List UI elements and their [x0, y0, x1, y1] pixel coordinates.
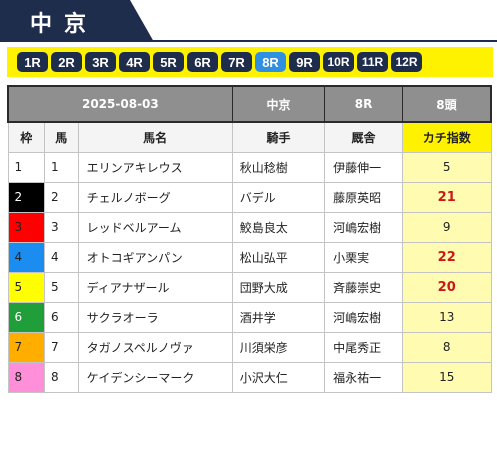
horse-number: 5	[44, 271, 79, 303]
race-button-5r[interactable]: 5R	[153, 52, 184, 72]
horse-number: 8	[44, 361, 79, 393]
race-button-3r[interactable]: 3R	[85, 52, 116, 72]
header-waku: 枠	[7, 121, 46, 153]
waku-cell: 1	[7, 151, 46, 183]
jockey-name: 秋山稔樹	[231, 151, 326, 183]
kachi-index: 22	[401, 241, 492, 273]
kachi-index: 5	[401, 151, 492, 183]
horse-name: エリンアキレウス	[77, 151, 233, 183]
kachi-index: 8	[401, 331, 492, 363]
race-venue: 中京	[231, 85, 326, 123]
horse-name: チェルノボーグ	[77, 181, 233, 213]
horse-name: サクラオーラ	[77, 301, 233, 333]
trainer-name: 斉藤崇史	[324, 271, 403, 303]
horse-number: 1	[44, 151, 79, 183]
waku-cell: 3	[7, 211, 46, 243]
waku-cell: 7	[7, 331, 46, 363]
waku-cell: 4	[7, 241, 46, 273]
venue-tab	[0, 0, 154, 42]
jockey-name: 川須栄彦	[231, 331, 326, 363]
horse-row: 7 7 タガノスペルノヴァ 川須栄彦 中尾秀正 8	[7, 331, 492, 363]
horse-row: 3 3 レッドベルアーム 鮫島良太 河嶋宏樹 9	[7, 211, 492, 243]
horse-number: 2	[44, 181, 79, 213]
horse-name: ディアナザール	[77, 271, 233, 303]
race-selector: 1R 2R 3R 4R 5R 6R 7R 8R 9R 10R 11R 12R	[7, 47, 493, 77]
jockey-name: 酒井学	[231, 301, 326, 333]
race-button-2r[interactable]: 2R	[51, 52, 82, 72]
kachi-index: 20	[401, 271, 492, 303]
kachi-index: 9	[401, 211, 492, 243]
trainer-name: 中尾秀正	[324, 331, 403, 363]
table-header-row: 枠 馬 馬名 騎手 厩舎 カチ指数	[7, 121, 492, 153]
horse-row: 1 1 エリンアキレウス 秋山稔樹 伊藤伸一 5	[7, 151, 492, 183]
kachi-index: 21	[401, 181, 492, 213]
jockey-name: 団野大成	[231, 271, 326, 303]
race-button-9r[interactable]: 9R	[289, 52, 320, 72]
trainer-name: 小栗実	[324, 241, 403, 273]
race-date: 2025-08-03	[6, 85, 233, 123]
horse-number: 7	[44, 331, 79, 363]
race-button-12r[interactable]: 12R	[391, 52, 422, 72]
race-button-8r[interactable]: 8R	[255, 52, 286, 72]
venue-title: 中京	[30, 12, 99, 37]
horse-name: レッドベルアーム	[77, 211, 233, 243]
race-button-4r[interactable]: 4R	[119, 52, 150, 72]
waku-cell: 2	[7, 181, 46, 213]
trainer-name: 河嶋宏樹	[324, 211, 403, 243]
horse-row: 4 4 オトコギアンパン 松山弘平 小栗実 22	[7, 241, 492, 273]
race-button-10r[interactable]: 10R	[323, 52, 354, 72]
waku-cell: 6	[7, 301, 46, 333]
header-trainer: 厩舎	[324, 121, 403, 153]
race-number: 8R	[324, 85, 403, 123]
trainer-name: 河嶋宏樹	[324, 301, 403, 333]
trainer-name: 伊藤伸一	[324, 151, 403, 183]
header-horse-name: 馬名	[77, 121, 233, 153]
header-uma: 馬	[44, 121, 79, 153]
horse-row: 2 2 チェルノボーグ バデル 藤原英昭 21	[7, 181, 492, 213]
race-button-6r[interactable]: 6R	[187, 52, 218, 72]
horse-name: タガノスペルノヴァ	[77, 331, 233, 363]
horse-name: ケイデンシーマーク	[77, 361, 233, 393]
race-button-11r[interactable]: 11R	[357, 52, 388, 72]
waku-cell: 8	[7, 361, 46, 393]
venue-header: 中京	[0, 0, 497, 42]
header-kachi-index: カチ指数	[401, 121, 492, 153]
horse-row: 8 8 ケイデンシーマーク 小沢大仁 福永祐一 15	[7, 361, 492, 393]
horse-number: 3	[44, 211, 79, 243]
horse-name: オトコギアンパン	[77, 241, 233, 273]
kachi-index: 15	[401, 361, 492, 393]
jockey-name: バデル	[231, 181, 326, 213]
jockey-name: 松山弘平	[231, 241, 326, 273]
waku-cell: 5	[7, 271, 46, 303]
header-jockey: 騎手	[231, 121, 326, 153]
jockey-name: 小沢大仁	[231, 361, 326, 393]
trainer-name: 藤原英昭	[324, 181, 403, 213]
race-info-row: 2025-08-03 中京 8R 8頭	[6, 85, 492, 123]
horse-row: 6 6 サクラオーラ 酒井学 河嶋宏樹 13	[7, 301, 492, 333]
trainer-name: 福永祐一	[324, 361, 403, 393]
race-button-7r[interactable]: 7R	[221, 52, 252, 72]
horse-number: 6	[44, 301, 79, 333]
race-field-size: 8頭	[401, 85, 492, 123]
kachi-index: 13	[401, 301, 492, 333]
horse-row: 5 5 ディアナザール 団野大成 斉藤崇史 20	[7, 271, 492, 303]
race-button-1r[interactable]: 1R	[17, 52, 48, 72]
horse-number: 4	[44, 241, 79, 273]
jockey-name: 鮫島良太	[231, 211, 326, 243]
